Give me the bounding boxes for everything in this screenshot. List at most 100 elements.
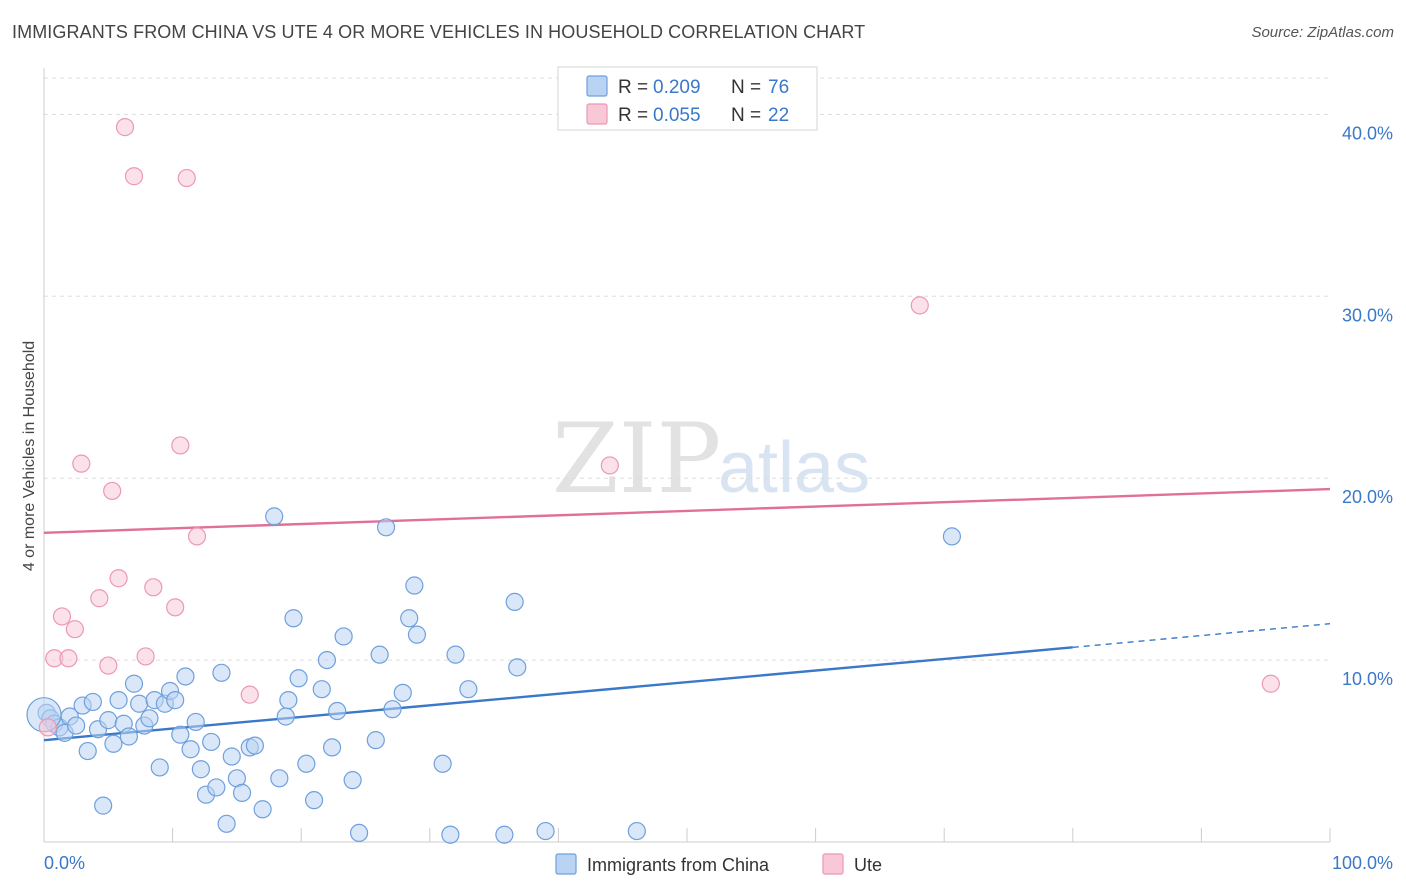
- point-pink-14: [166, 598, 185, 617]
- point-pink-5: [72, 454, 91, 473]
- point-blue-61: [393, 683, 412, 702]
- point-blue-22: [150, 758, 169, 777]
- y-tick-label-1: 20.0%: [1342, 487, 1393, 507]
- trend-line-blue: [43, 646, 1073, 742]
- point-blue-34: [212, 663, 231, 682]
- point-blue-72: [536, 821, 555, 841]
- point-blue-65: [433, 754, 452, 773]
- legend-swatch-pink: [586, 103, 608, 125]
- point-pink-15: [171, 436, 190, 455]
- point-blue-26: [171, 725, 190, 744]
- chart-title: IMMIGRANTS FROM CHINA VS UTE 4 OR MORE V…: [12, 22, 866, 42]
- point-pink-0: [38, 718, 57, 737]
- point-pink-2: [52, 607, 72, 626]
- point-blue-35: [217, 814, 236, 833]
- point-pink-20: [910, 296, 929, 315]
- point-blue-18: [130, 694, 149, 713]
- point-blue-14: [109, 691, 128, 710]
- point-pink-21: [1261, 674, 1280, 693]
- point-blue-56: [349, 823, 369, 843]
- point-pink-8: [103, 481, 122, 501]
- point-blue-6: [67, 716, 86, 735]
- bottom-legend-swatch-0: [555, 853, 577, 875]
- point-blue-32: [202, 732, 221, 752]
- point-blue-8: [78, 741, 97, 761]
- point-blue-68: [459, 680, 478, 699]
- bottom-legend-label-0: Immigrants from China: [587, 855, 770, 875]
- legend-swatch-blue: [586, 75, 608, 97]
- point-pink-17: [187, 527, 207, 546]
- point-pink-3: [59, 649, 78, 668]
- point-blue-62: [400, 609, 419, 628]
- point-blue-12: [99, 711, 118, 730]
- point-blue-57: [366, 731, 385, 750]
- watermark: ZIP atlas: [552, 403, 870, 515]
- point-pink-19: [600, 456, 619, 475]
- point-blue-25: [166, 691, 185, 710]
- watermark-zip: ZIP: [552, 403, 721, 515]
- legend-r-label-1: R =: [618, 105, 648, 126]
- point-blue-38: [232, 783, 252, 802]
- trend-lines: [43, 487, 1331, 742]
- x-tick-label-1: 100.0%: [1332, 853, 1393, 873]
- point-blue-54: [334, 627, 353, 646]
- source-credit: Source: ZipAtlas.com: [1251, 24, 1394, 41]
- point-blue-71: [508, 658, 527, 677]
- point-blue-73: [627, 821, 646, 841]
- point-blue-41: [253, 800, 272, 819]
- point-pink-11: [124, 167, 144, 186]
- point-blue-64: [407, 625, 427, 644]
- point-blue-36: [222, 747, 241, 766]
- point-blue-33: [207, 778, 226, 797]
- point-blue-58: [370, 645, 389, 664]
- point-blue-44: [276, 707, 295, 726]
- point-blue-50: [312, 680, 331, 699]
- point-pink-4: [65, 620, 84, 639]
- point-blue-69: [495, 825, 514, 844]
- point-pink-9: [109, 569, 128, 588]
- bottom-legend: Immigrants from China Ute: [555, 853, 882, 875]
- point-blue-16: [119, 727, 138, 746]
- point-blue-11: [94, 796, 113, 815]
- point-blue-42: [265, 507, 284, 526]
- legend-r-value-0: 0.209: [653, 77, 701, 98]
- y-tick-label-3: 40.0%: [1342, 123, 1393, 143]
- trend-line-pink: [43, 487, 1331, 534]
- data-points: [26, 118, 1280, 844]
- watermark-atlas: atlas: [718, 428, 870, 508]
- point-blue-45: [279, 691, 298, 710]
- point-blue-13: [104, 734, 123, 753]
- x-tick-labels: 0.0% 100.0%: [44, 853, 1393, 873]
- point-blue-46: [284, 609, 303, 628]
- point-blue-29: [186, 712, 205, 732]
- gridlines: [44, 77, 1330, 661]
- y-tick-label-2: 30.0%: [1342, 305, 1393, 325]
- legend-r-value-1: 0.055: [653, 105, 701, 126]
- point-blue-9: [83, 692, 102, 712]
- point-blue-30: [191, 760, 210, 779]
- point-blue-59: [376, 518, 396, 537]
- x-tick-label-0: 0.0%: [44, 853, 85, 873]
- bottom-legend-swatch-1: [822, 853, 844, 875]
- legend-n-value-0: 76: [768, 77, 789, 98]
- point-blue-53: [328, 701, 347, 721]
- point-blue-70: [505, 592, 524, 611]
- point-blue-49: [304, 791, 324, 810]
- y-axis-title: 4 or more Vehicles in Household: [21, 341, 38, 571]
- point-pink-7: [99, 656, 118, 675]
- y-tick-label-0: 10.0%: [1342, 669, 1393, 689]
- point-blue-17: [124, 674, 144, 693]
- point-blue-66: [441, 825, 460, 844]
- point-pink-13: [144, 578, 163, 597]
- legend-n-value-1: 22: [768, 105, 789, 126]
- point-blue-48: [297, 754, 316, 773]
- point-blue-20: [140, 709, 159, 728]
- point-pink-18: [240, 685, 259, 704]
- point-blue-43: [270, 769, 289, 788]
- point-blue-27: [176, 667, 195, 686]
- point-blue-74: [942, 527, 962, 546]
- point-blue-52: [322, 738, 342, 757]
- point-blue-63: [405, 576, 424, 595]
- point-blue-60: [383, 700, 402, 719]
